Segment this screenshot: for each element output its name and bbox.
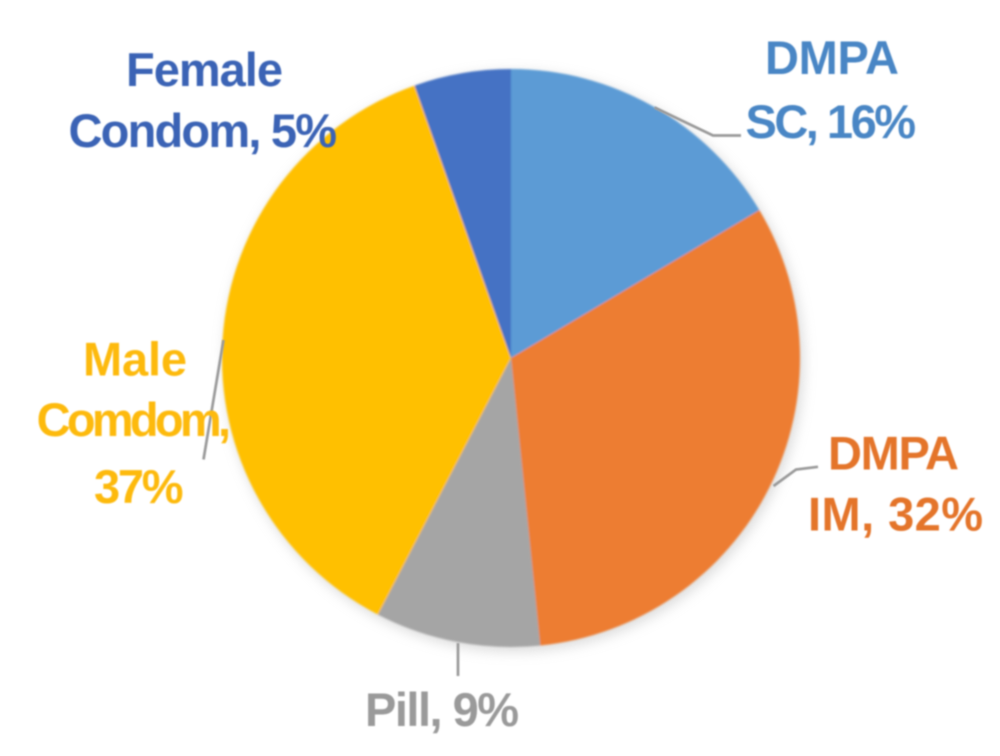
svg-text:Male: Male	[83, 333, 187, 386]
svg-text:Female: Female	[126, 43, 283, 96]
svg-text:Condom, 5%: Condom, 5%	[69, 104, 338, 157]
svg-text:DMPA: DMPA	[765, 31, 899, 84]
svg-text:DMPA: DMPA	[828, 427, 959, 480]
svg-text:SC, 16%: SC, 16%	[746, 95, 917, 148]
svg-text:IM, 32%: IM, 32%	[808, 488, 983, 541]
svg-text:Comdom,: Comdom,	[37, 393, 231, 446]
svg-text:37%: 37%	[94, 460, 184, 513]
svg-text:Pill, 9%: Pill, 9%	[365, 683, 519, 736]
